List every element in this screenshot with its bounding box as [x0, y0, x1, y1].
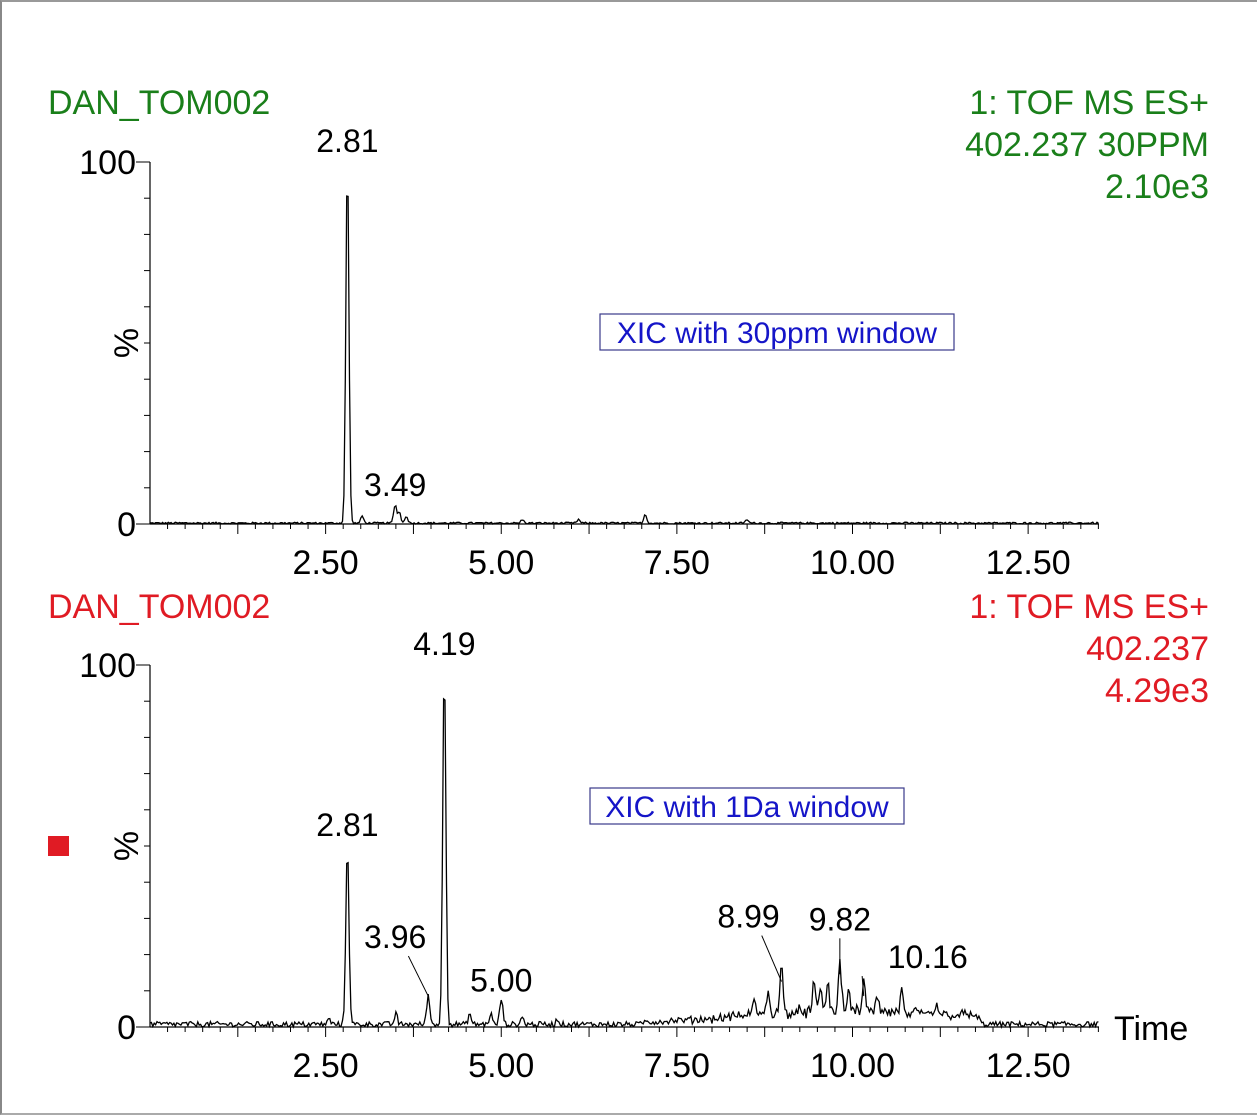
- peak-label: 10.16: [888, 939, 968, 975]
- x-tick-label: 12.50: [986, 544, 1071, 582]
- peak-label: 2.81: [316, 123, 378, 159]
- peak-label: 9.82: [809, 901, 871, 937]
- annotation-text: XIC with 30ppm window: [617, 317, 937, 350]
- peak-label: 3.49: [364, 467, 426, 503]
- y-tick-label: 0: [117, 506, 136, 544]
- peak-label: 5.00: [470, 963, 532, 999]
- peak-label: 2.81: [316, 807, 378, 843]
- peak-label: 4.19: [413, 626, 475, 662]
- x-tick-label: 10.00: [810, 1047, 895, 1085]
- x-tick-label: 7.50: [644, 1047, 710, 1085]
- annotation-box: [589, 787, 905, 825]
- annotation-text: XIC with 1Da window: [605, 791, 889, 824]
- x-tick-label: 12.50: [986, 1047, 1071, 1085]
- x-tick-label: 7.50: [644, 544, 710, 582]
- x-tick-label: 2.50: [293, 1047, 359, 1085]
- trace-header-info: 1: TOF MS ES+: [969, 588, 1209, 626]
- y-tick-label: 0: [117, 1009, 136, 1047]
- trace-title: DAN_TOM002: [48, 84, 270, 122]
- y-tick-label: 100: [79, 144, 136, 182]
- trace-header-info: 2.10e3: [1105, 168, 1209, 206]
- y-tick-label: 100: [79, 647, 136, 685]
- peak-label: 3.96: [364, 919, 426, 955]
- trace-title: DAN_TOM002: [48, 588, 270, 626]
- y-axis-label: %: [108, 328, 146, 358]
- peak-label: 8.99: [717, 899, 779, 935]
- trace-line: [149, 697, 1099, 1030]
- trace-header-info: 4.29e3: [1105, 672, 1209, 710]
- x-axis-label: Time: [1114, 1010, 1188, 1048]
- peak-leader-line: [861, 976, 865, 997]
- red-square-marker-icon: [48, 836, 69, 856]
- trace-header-info: 402.237 30PPM: [965, 126, 1209, 164]
- peak-leader-line: [761, 935, 783, 982]
- trace-header-info: 402.237: [1086, 630, 1209, 668]
- x-tick-label: 5.00: [468, 544, 534, 582]
- x-tick-label: 5.00: [468, 1047, 534, 1085]
- y-axis-label: %: [108, 831, 146, 861]
- peak-leader-line: [407, 955, 429, 997]
- annotation-box: [599, 313, 955, 351]
- x-tick-label: 10.00: [810, 544, 895, 582]
- trace-line: [149, 195, 1099, 525]
- trace-header-info: 1: TOF MS ES+: [969, 84, 1209, 122]
- x-tick-label: 2.50: [293, 544, 359, 582]
